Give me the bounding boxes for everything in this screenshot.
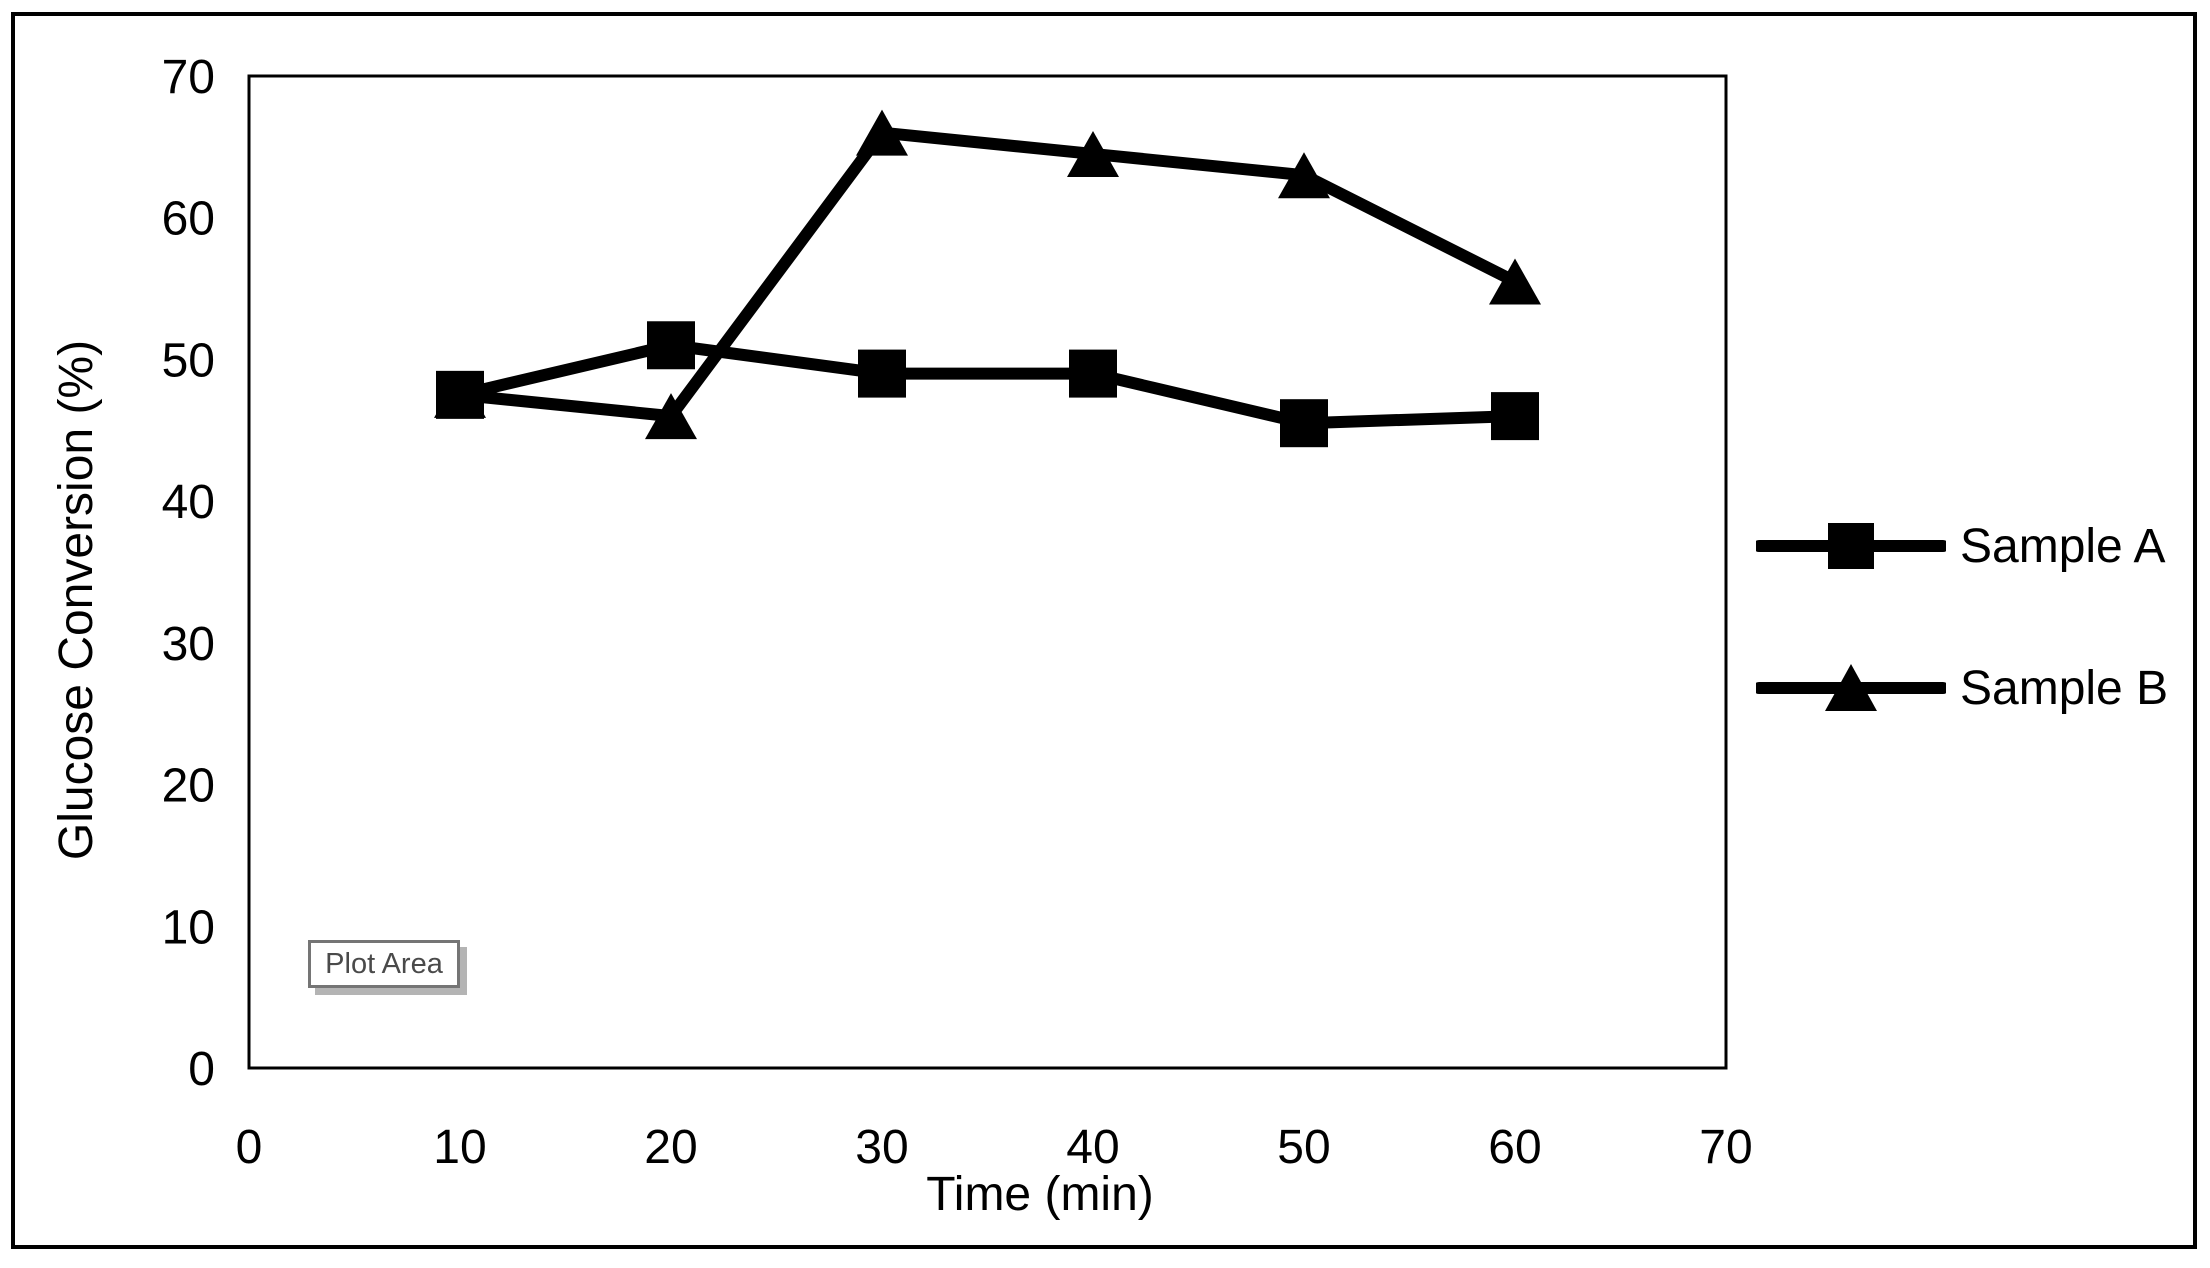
legend-triangle-marker-icon bbox=[1756, 664, 1946, 711]
data-point-sample-b[interactable] bbox=[1489, 258, 1541, 305]
x-tick-label: 20 bbox=[644, 1121, 697, 1174]
series-line-sample-a[interactable] bbox=[454, 339, 1521, 430]
legend-item-sample-a[interactable]: Sample A bbox=[1756, 518, 2165, 574]
series-markers-sample-b[interactable] bbox=[434, 109, 1541, 440]
legend-square-marker-icon bbox=[1756, 523, 1946, 569]
x-axis-title: Time (min) bbox=[926, 1168, 1154, 1221]
y-axis-tick-labels: 0 10 20 30 40 50 60 70 bbox=[162, 51, 215, 1096]
x-axis-tick-labels: 0 10 20 30 40 50 60 70 bbox=[236, 1121, 1753, 1174]
y-tick-label: 50 bbox=[162, 334, 215, 387]
data-point-sample-a[interactable] bbox=[1280, 399, 1328, 448]
y-tick-label: 60 bbox=[162, 193, 215, 246]
y-tick-label: 10 bbox=[162, 901, 215, 954]
data-point-sample-b[interactable] bbox=[645, 393, 697, 440]
data-point-sample-a[interactable] bbox=[1491, 392, 1539, 441]
x-tick-label: 70 bbox=[1699, 1121, 1752, 1174]
chart-outer-border bbox=[11, 12, 2197, 1249]
y-tick-label: 70 bbox=[162, 51, 215, 104]
y-tick-label: 20 bbox=[162, 760, 215, 813]
data-point-sample-b[interactable] bbox=[1278, 152, 1330, 199]
square-marker-icon bbox=[1828, 523, 1874, 569]
plot-area-tooltip-label: Plot Area bbox=[325, 947, 443, 980]
y-tick-label: 40 bbox=[162, 476, 215, 529]
series-line-sample-b[interactable] bbox=[454, 126, 1521, 423]
data-point-sample-b[interactable] bbox=[856, 109, 908, 156]
triangle-marker-icon bbox=[1825, 664, 1877, 711]
data-point-sample-a[interactable] bbox=[858, 349, 906, 398]
series-markers-sample-a[interactable] bbox=[436, 321, 1539, 448]
y-tick-label: 30 bbox=[162, 618, 215, 671]
data-point-sample-b[interactable] bbox=[1067, 130, 1119, 177]
y-tick-label: 0 bbox=[188, 1043, 215, 1096]
x-tick-label: 10 bbox=[433, 1121, 486, 1174]
plot-area-tooltip: Plot Area bbox=[308, 940, 460, 988]
legend-label: Sample B bbox=[1960, 661, 2169, 715]
y-axis-title: Glucose Conversion (%) bbox=[50, 340, 103, 860]
x-tick-label: 40 bbox=[1066, 1121, 1119, 1174]
data-point-sample-a[interactable] bbox=[647, 321, 695, 370]
legend-item-sample-b[interactable]: Sample B bbox=[1756, 660, 2168, 716]
legend-label: Sample A bbox=[1960, 519, 2166, 573]
x-tick-label: 30 bbox=[855, 1121, 908, 1174]
data-point-sample-a[interactable] bbox=[1069, 349, 1117, 398]
x-tick-label: 60 bbox=[1488, 1121, 1541, 1174]
x-tick-label: 50 bbox=[1277, 1121, 1330, 1174]
data-point-sample-b[interactable] bbox=[434, 371, 486, 418]
plot-area-border[interactable] bbox=[247, 74, 1728, 1070]
x-tick-label: 0 bbox=[236, 1121, 263, 1174]
